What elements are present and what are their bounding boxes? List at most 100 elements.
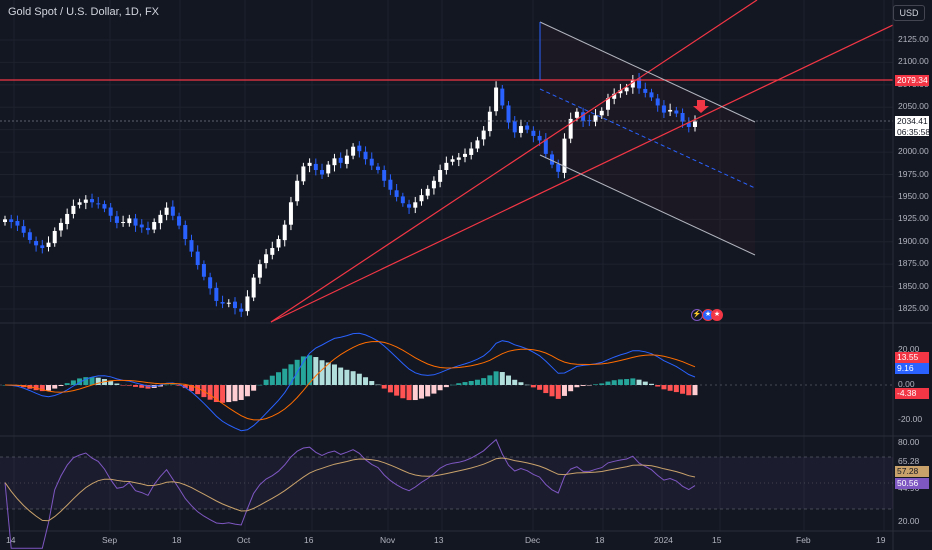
macd-histogram-bar xyxy=(493,371,499,385)
candle-body xyxy=(668,109,673,112)
candle-body xyxy=(512,121,517,133)
candle-body xyxy=(481,130,486,140)
macd-histogram-bar xyxy=(574,385,580,388)
time-tick-label: 2024 xyxy=(654,535,673,545)
price-tick-label: 2000.00 xyxy=(898,146,929,157)
candle-body xyxy=(693,121,697,127)
candle-body xyxy=(257,264,262,278)
candle-body xyxy=(562,138,567,173)
macd-histogram-bar xyxy=(133,385,139,387)
macd-histogram-bar xyxy=(77,378,83,385)
macd-histogram-bar xyxy=(182,385,188,389)
candle-body xyxy=(326,164,331,174)
macd-histogram-bar xyxy=(474,379,480,385)
price-tick-label: 1875.00 xyxy=(898,258,929,269)
down-arrow-marker[interactable] xyxy=(693,100,709,113)
countdown-timer: 06:35:58 xyxy=(897,127,931,137)
candle-body xyxy=(276,239,281,248)
drawing-layer[interactable] xyxy=(0,0,894,323)
macd-histogram-bar xyxy=(263,379,269,385)
channel-lower-line[interactable] xyxy=(539,154,756,256)
candle-body xyxy=(382,170,387,181)
symbol-title[interactable]: Gold Spot / U.S. Dollar, 1D, FX xyxy=(8,6,160,18)
macd-histogram-bar xyxy=(120,385,126,386)
rsi-line xyxy=(4,438,696,549)
macd-histogram-bar xyxy=(319,360,325,385)
macd-histogram-bar xyxy=(418,385,424,399)
candle-body xyxy=(388,179,393,190)
price-tick-label: 1925.00 xyxy=(898,213,929,224)
candle-body xyxy=(133,218,138,226)
macd-line-tag: 9.16 xyxy=(895,363,929,374)
candle-body xyxy=(46,242,51,247)
macd-histogram-bar xyxy=(350,371,356,385)
candle-body xyxy=(34,241,39,246)
candle-body xyxy=(170,206,175,216)
candle-body xyxy=(643,88,648,93)
candle-body xyxy=(612,93,617,99)
us-flag-event-icon[interactable]: ★ xyxy=(711,309,723,321)
macd-histogram-bar xyxy=(499,372,505,385)
candle-body xyxy=(400,196,405,204)
candle-body xyxy=(301,166,306,182)
macd-histogram-bar xyxy=(70,380,76,385)
time-tick-label: Dec xyxy=(525,535,541,545)
candle-body xyxy=(431,180,436,189)
candle-body xyxy=(407,204,412,208)
candle-body xyxy=(9,219,14,223)
time-tick-label: Sep xyxy=(102,535,118,545)
macd-histogram-bar xyxy=(599,383,605,385)
candle-body xyxy=(674,110,679,114)
candle-body xyxy=(264,254,269,264)
channel-mid-line[interactable] xyxy=(539,88,756,189)
macd-histogram-bar xyxy=(251,385,257,391)
macd-histogram-bar xyxy=(381,385,387,389)
price-tick-label: 1975.00 xyxy=(898,168,929,179)
time-tick-label: Oct xyxy=(237,535,251,545)
macd-histogram-bar xyxy=(288,364,294,385)
trendline-shallow[interactable] xyxy=(270,24,894,323)
time-tick-label: 19 xyxy=(876,535,886,545)
channel-upper-line[interactable] xyxy=(539,21,756,123)
macd-histogram-bar xyxy=(145,385,151,389)
candle-body xyxy=(338,157,343,163)
macd-histogram-bar xyxy=(630,378,636,385)
candle-body xyxy=(518,126,523,133)
macd-histogram-bar xyxy=(431,385,437,394)
trendline-steep[interactable] xyxy=(270,0,758,323)
current-price-value: 2034.41 xyxy=(897,116,928,126)
candle-body xyxy=(574,111,579,118)
candle-body xyxy=(363,151,368,160)
candle-body xyxy=(487,111,492,132)
macd-histogram-bar xyxy=(220,385,226,403)
candle-body xyxy=(270,248,275,255)
macd-histogram-bar xyxy=(667,385,673,391)
candle-body xyxy=(680,112,685,122)
currency-button[interactable]: USD xyxy=(893,5,925,21)
candle-body xyxy=(102,204,107,209)
macd-pane xyxy=(0,332,893,432)
candle-body xyxy=(463,153,467,157)
macd-histogram-bar xyxy=(325,362,331,385)
candle-body xyxy=(344,155,349,164)
candle-body xyxy=(444,162,449,171)
candle-body xyxy=(139,224,144,228)
candle-body xyxy=(152,222,157,230)
candle-body xyxy=(21,226,26,233)
candle-body xyxy=(506,105,511,123)
candle-body xyxy=(531,130,536,136)
candle-body xyxy=(419,195,424,202)
candle-body xyxy=(282,224,287,241)
macd-histogram-bar xyxy=(406,385,412,401)
time-tick-label: 15 xyxy=(712,535,722,545)
macd-histogram-bar xyxy=(244,385,250,397)
candle-body xyxy=(438,170,443,182)
macd-histogram-bar xyxy=(456,383,462,385)
macd-histogram-bar xyxy=(443,385,449,388)
macd-line xyxy=(4,332,696,432)
macd-signal-line xyxy=(4,340,696,421)
macd-histogram-bar xyxy=(126,385,132,386)
macd-histogram-bar xyxy=(555,385,561,399)
candle-body xyxy=(52,230,57,244)
